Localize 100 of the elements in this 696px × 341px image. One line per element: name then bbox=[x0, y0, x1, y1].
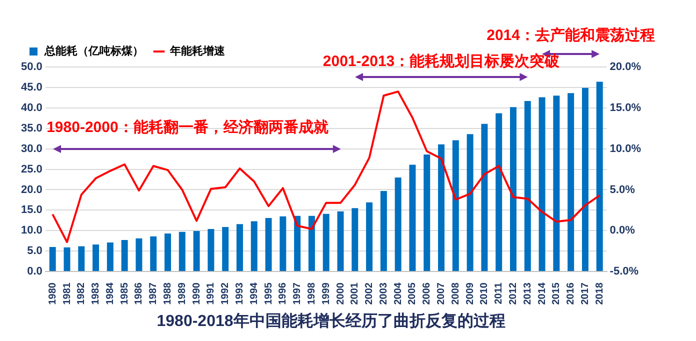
x-tick-label: 1990 bbox=[191, 282, 202, 305]
x-tick-label: 1996 bbox=[278, 282, 289, 305]
x-tick-label: 2017 bbox=[580, 282, 591, 305]
x-tick-label: 2015 bbox=[551, 282, 562, 305]
x-tick-label: 2000 bbox=[335, 282, 346, 305]
bar bbox=[452, 140, 459, 272]
bar bbox=[337, 211, 344, 272]
x-tick-label: 1983 bbox=[90, 282, 102, 305]
x-tick-label: 2008 bbox=[450, 282, 462, 305]
text: 2014：去产能和震荡过程 bbox=[486, 26, 655, 46]
y-tick-label: 0.0 bbox=[27, 266, 42, 278]
y2-tick-label: 0.0% bbox=[610, 224, 636, 237]
x-tick-label: 1981 bbox=[62, 282, 73, 305]
bar bbox=[596, 82, 603, 272]
bar bbox=[193, 231, 200, 272]
x-tick-label: 2002 bbox=[364, 282, 376, 305]
bar bbox=[294, 216, 301, 272]
x-tick-label: 2016 bbox=[566, 282, 577, 305]
x-tick-label: 2010 bbox=[479, 282, 490, 305]
y-tick-label: 50.0 bbox=[20, 61, 42, 74]
y-tick-label: 25.0 bbox=[20, 163, 42, 176]
bar bbox=[136, 238, 142, 272]
x-tick-label: 2004 bbox=[392, 282, 404, 305]
x-tick-label: 1989 bbox=[176, 282, 188, 305]
x-tick-label: 2014 bbox=[536, 282, 548, 305]
bar bbox=[352, 208, 358, 272]
x-tick-label: 1999 bbox=[320, 282, 332, 305]
bar bbox=[106, 242, 114, 272]
x-tick-label: 1995 bbox=[263, 282, 274, 305]
y2-tick-label: 15.0% bbox=[610, 102, 642, 114]
x-tick-label: 1998 bbox=[306, 282, 318, 305]
y-tick-label: 40.0 bbox=[20, 102, 42, 114]
bar bbox=[236, 224, 243, 272]
bar bbox=[308, 216, 315, 272]
y-tick-label: 10.0 bbox=[20, 224, 42, 237]
bar bbox=[178, 232, 186, 272]
x-tick-label: 1987 bbox=[148, 282, 160, 305]
bar bbox=[466, 134, 474, 272]
y-tick-label: 35.0 bbox=[20, 122, 42, 134]
y-tick-label: 20.0 bbox=[20, 184, 42, 196]
y-tick-label: 15.0 bbox=[20, 204, 42, 216]
bar bbox=[510, 107, 516, 272]
x-tick-label: 1986 bbox=[134, 282, 145, 305]
x-tick-label: 1984 bbox=[104, 282, 116, 305]
x-tick-label: 2007 bbox=[436, 282, 448, 305]
x-tick-label: 2011 bbox=[494, 282, 505, 304]
x-tick-label: 2018 bbox=[594, 282, 606, 305]
bar bbox=[496, 113, 502, 272]
x-tick-label: 1994 bbox=[248, 282, 260, 305]
bar bbox=[322, 214, 330, 272]
bar bbox=[92, 244, 100, 272]
bar bbox=[150, 236, 157, 272]
bar bbox=[553, 96, 560, 272]
annotation: 1980-2000：能耗翻一番，经济翻两番成就 bbox=[46, 118, 328, 138]
y2-tick-label: 5.0% bbox=[610, 184, 636, 196]
y2-tick-label: 10.0% bbox=[610, 142, 642, 155]
bar bbox=[380, 190, 387, 272]
x-tick-label: 1993 bbox=[234, 282, 246, 305]
bar bbox=[49, 247, 56, 272]
bar bbox=[481, 124, 488, 272]
bar bbox=[164, 234, 172, 272]
bar bbox=[222, 226, 229, 272]
bar bbox=[409, 164, 416, 272]
bar bbox=[121, 240, 128, 272]
x-tick-label: 1985 bbox=[119, 282, 130, 305]
bar bbox=[208, 229, 214, 272]
x-tick-label: 1991 bbox=[206, 282, 217, 305]
bar bbox=[394, 177, 402, 272]
y-tick-label: 5.0 bbox=[27, 245, 42, 258]
x-tick-label: 2005 bbox=[407, 282, 418, 305]
legend-label: 总能耗（亿吨标煤） bbox=[44, 44, 144, 58]
x-tick-label: 2006 bbox=[422, 282, 433, 305]
bar bbox=[438, 144, 445, 272]
bar bbox=[265, 218, 272, 272]
y-tick-label: 45.0 bbox=[20, 81, 42, 94]
annotation: 2001-2013：能耗规划目标屡次突破 bbox=[322, 52, 560, 72]
x-tick-label: 2013 bbox=[522, 282, 534, 305]
x-tick-label: 2012 bbox=[508, 282, 519, 305]
text: 1980-2018年中国能耗增长经历了曲折反复的过程 bbox=[156, 312, 506, 330]
bar bbox=[64, 247, 70, 272]
bar bbox=[568, 93, 574, 272]
bar bbox=[280, 216, 286, 272]
bar bbox=[524, 100, 531, 272]
x-tick-label: 1982 bbox=[76, 282, 88, 305]
x-tick-label: 1980 bbox=[47, 282, 58, 305]
bar bbox=[582, 88, 588, 272]
x-tick-label: 2009 bbox=[464, 282, 476, 305]
x-tick-label: 1988 bbox=[162, 282, 174, 305]
bar bbox=[366, 202, 373, 272]
bar bbox=[250, 221, 258, 272]
legend-label: 年能耗增速 bbox=[169, 44, 226, 58]
x-tick-label: 1992 bbox=[220, 282, 232, 305]
y2-tick-label: -5.0% bbox=[610, 266, 639, 278]
y2-tick-label: 20.0% bbox=[610, 61, 642, 74]
bar bbox=[78, 246, 85, 272]
x-tick-label: 2001 bbox=[350, 282, 361, 305]
y-tick-label: 30.0 bbox=[20, 142, 42, 155]
x-tick-label: 1997 bbox=[292, 282, 304, 305]
bar bbox=[538, 97, 546, 272]
bar bbox=[424, 154, 430, 272]
